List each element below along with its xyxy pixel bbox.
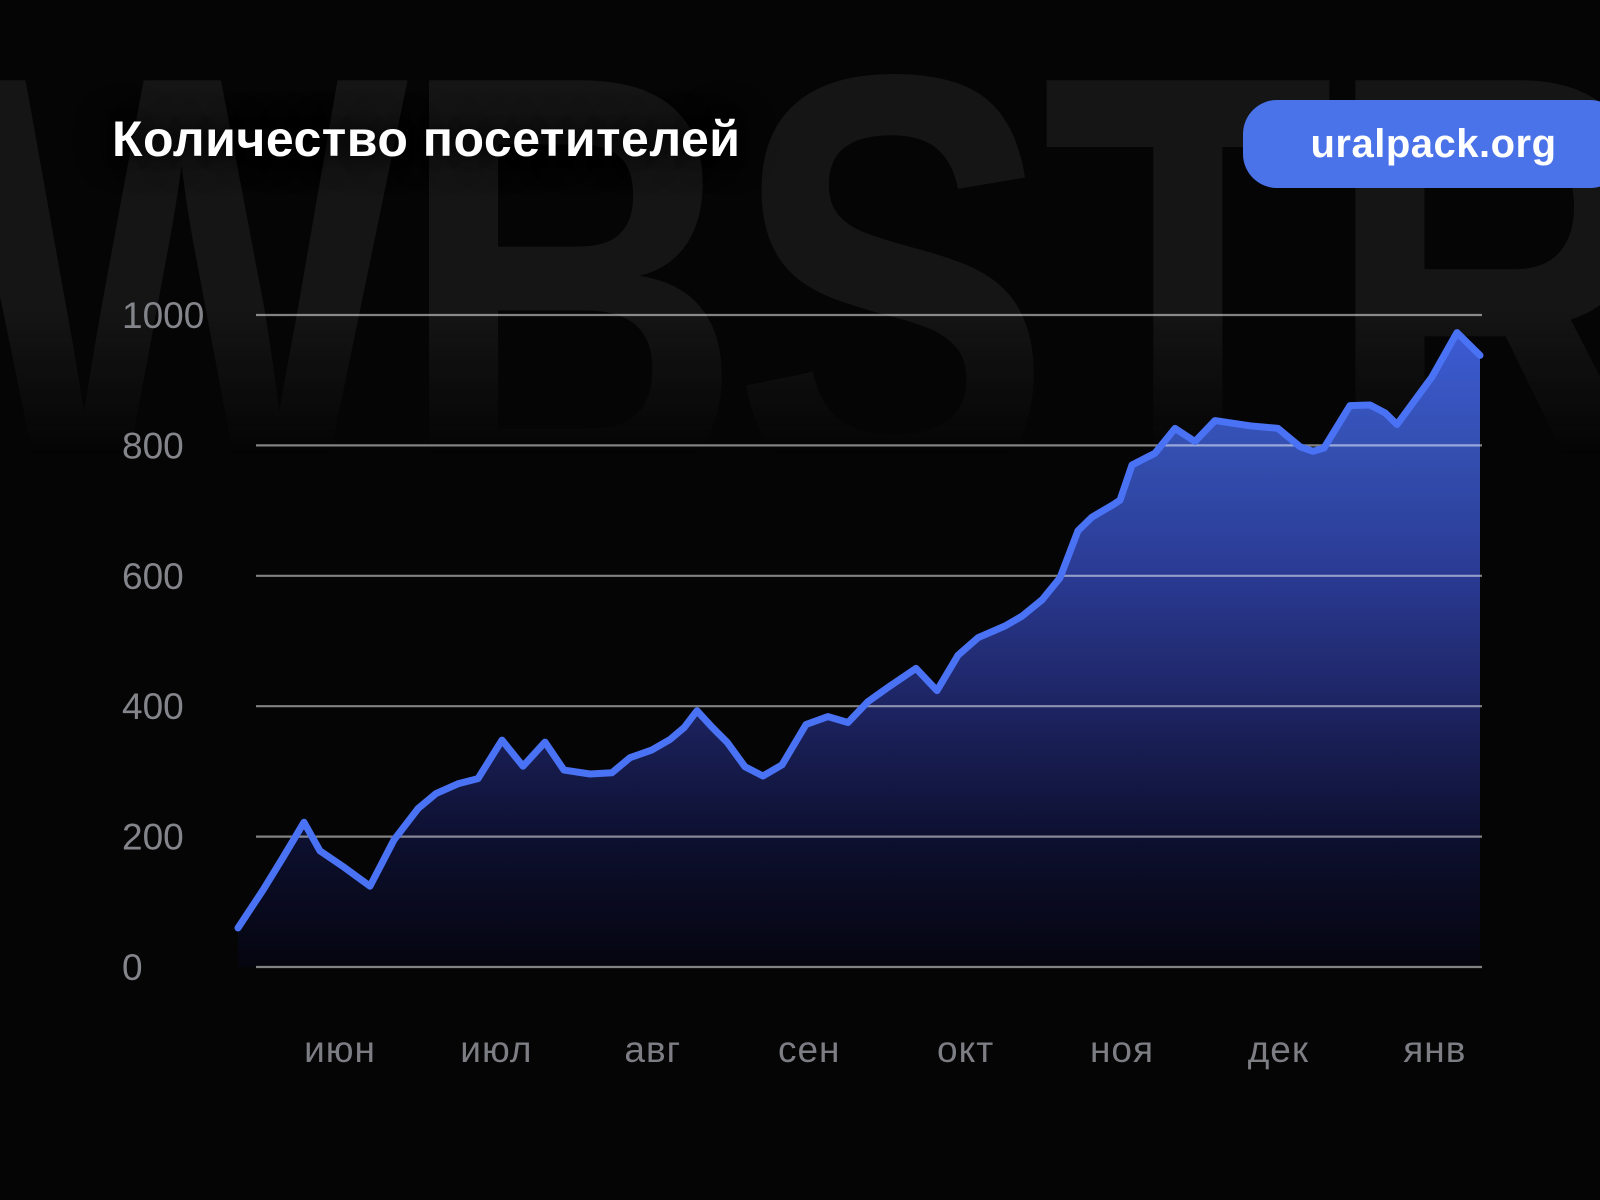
- y-tick-label-600: 600: [122, 556, 184, 597]
- x-tick-label-2: июл: [460, 1029, 532, 1070]
- area-fill: [238, 332, 1480, 968]
- x-tick-label-7: дек: [1248, 1029, 1309, 1070]
- x-tick-label-1: июн: [304, 1029, 376, 1070]
- y-tick-label-800: 800: [122, 425, 184, 466]
- y-tick-label-400: 400: [122, 686, 184, 727]
- page-title: Количество посетителей: [112, 111, 741, 167]
- y-tick-label-1000: 1000: [122, 295, 204, 336]
- x-tick-label-4: сен: [778, 1029, 841, 1070]
- x-tick-label-5: окт: [937, 1029, 994, 1070]
- site-url-label: uralpack.org: [1310, 121, 1557, 166]
- y-tick-label-200: 200: [122, 817, 184, 858]
- x-tick-label-3: авг: [624, 1029, 681, 1070]
- y-tick-label-0: 0: [122, 947, 143, 988]
- site-url-badge[interactable]: uralpack.org: [1243, 100, 1600, 188]
- x-tick-label-8: янв: [1403, 1029, 1466, 1070]
- x-tick-label-6: ноя: [1090, 1029, 1154, 1070]
- visitors-trend-line: [234, 329, 1484, 932]
